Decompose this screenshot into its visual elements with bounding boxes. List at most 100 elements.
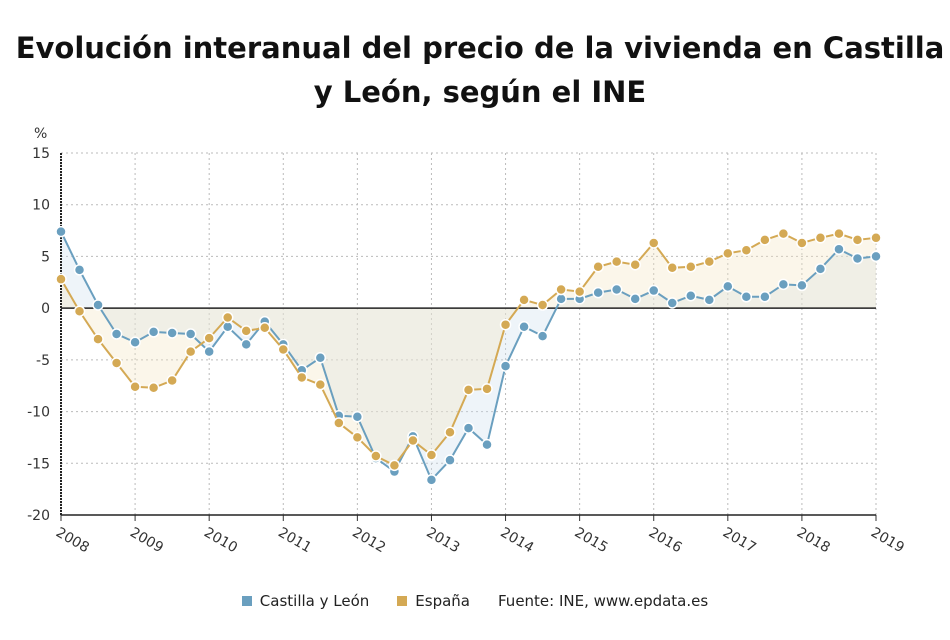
x-tick-label: 2014 [498,525,537,557]
data-point [351,410,364,423]
data-point [314,352,327,364]
data-point [777,278,790,291]
data-point [536,299,549,311]
data-point [592,261,604,273]
data-point [184,345,197,358]
data-point [518,294,530,306]
y-tick-label: 5 [41,249,50,265]
data-point [55,273,67,285]
x-tick-label: 2011 [275,525,314,557]
data-point [221,321,234,333]
data-point [240,338,252,351]
y-tick-label: 15 [32,146,50,162]
data-point [610,283,623,296]
x-tick-label: 2018 [794,525,833,557]
data-point [592,286,604,299]
data-point [629,293,641,305]
data-point [796,237,808,249]
data-point [666,262,678,274]
data-point [573,285,586,298]
data-point [499,318,512,331]
data-point [666,297,678,309]
data-point [555,283,567,296]
legend-swatch [397,596,408,606]
data-point [814,263,827,275]
data-point [444,426,456,439]
series-area [61,233,876,466]
data-point [685,261,697,273]
y-tick-label: 0 [41,301,50,317]
series-area [61,231,876,480]
y-tick-label: -15 [27,456,50,472]
data-point [851,252,864,265]
data-point [759,291,771,303]
data-point [221,311,234,324]
data-point [92,333,104,345]
data-point [759,234,771,246]
data-point [870,250,882,263]
data-point [740,244,753,256]
data-point [814,232,827,244]
data-point [314,378,327,391]
legend-item-espana: España [397,592,470,610]
data-point [703,294,716,306]
data-point [333,417,345,429]
data-point [73,305,86,317]
y-tick-label: -20 [27,508,50,524]
data-point [55,225,67,238]
data-point [129,380,141,393]
y-axis-unit: % [34,126,47,142]
data-point [722,247,734,260]
data-point [629,258,641,271]
data-point [425,449,438,461]
data-point [370,450,382,462]
data-point [555,293,567,305]
data-point [833,243,845,255]
y-tick-label: 10 [32,198,50,214]
data-point [481,438,493,451]
legend-item-castilla: Castilla y León [241,592,369,610]
data-point [610,255,623,268]
data-point [129,336,141,349]
x-tick-label: 2009 [127,525,166,557]
data-point [92,299,104,311]
data-point [444,454,456,466]
data-point [296,371,308,384]
data-point [407,434,419,447]
data-point [518,321,530,333]
x-tick-label: 2019 [868,525,907,557]
data-point [240,325,252,337]
x-tick-label: 2010 [201,525,240,557]
data-point [722,280,734,293]
data-point [777,227,790,240]
data-point [203,345,215,358]
data-point [73,264,86,276]
y-tick-label: -10 [27,405,50,421]
data-point [740,291,753,303]
x-tick-label: 2013 [423,525,462,557]
data-point [166,327,178,339]
data-point [647,237,660,249]
data-point [833,227,845,240]
data-point [796,279,808,292]
data-point [110,328,123,340]
y-tick-label: -5 [36,353,50,369]
data-point [685,289,697,302]
data-point [147,326,160,338]
data-point [425,474,438,486]
data-point [481,383,493,395]
data-point [536,330,549,342]
x-tick-label: 2012 [349,525,388,557]
data-point [462,422,475,434]
chart-title: Evolución interanual del precio de la vi… [15,31,945,109]
x-tick-label: 2016 [646,525,685,557]
data-point [388,459,401,472]
data-point [870,232,882,244]
data-point [351,431,364,444]
data-point [147,382,160,394]
x-tick-label: 2015 [572,525,611,557]
data-point [647,284,660,297]
legend: Castilla y León España Fuente: INE, www.… [0,592,950,610]
data-point [703,255,716,268]
